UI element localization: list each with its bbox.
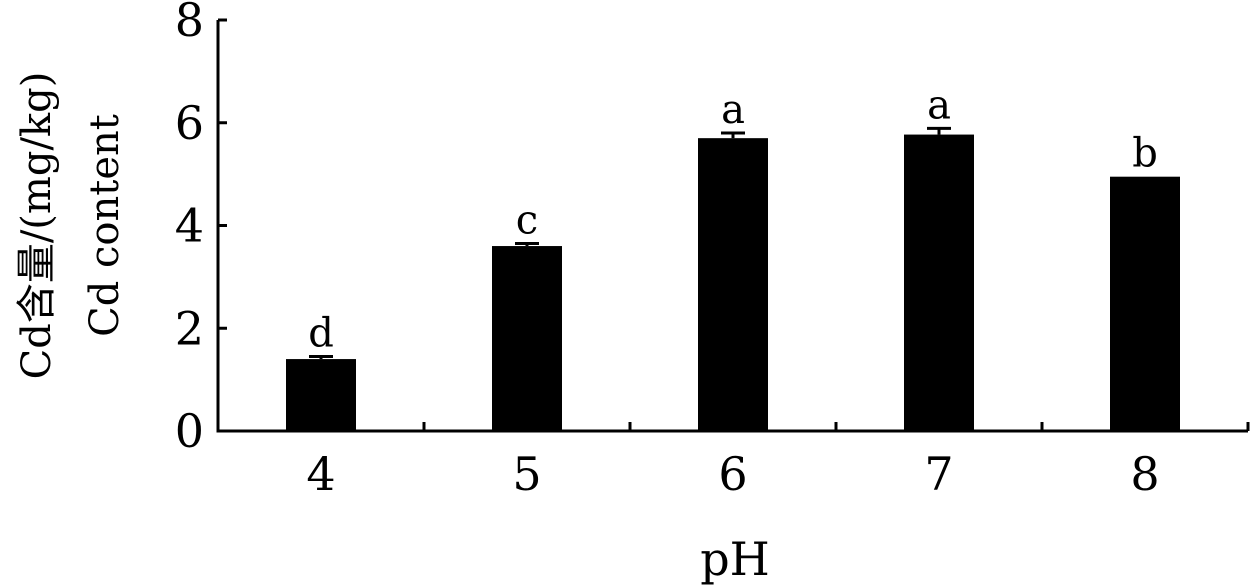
x-tick-label: 5 (512, 447, 541, 501)
y-tick-label: 0 (175, 404, 204, 458)
significance-label: c (516, 197, 538, 243)
x-tick-label: 8 (1130, 447, 1159, 501)
y-tick-label: 8 (175, 0, 204, 47)
significance-label: d (308, 311, 334, 357)
y-axis-title-line: Cd含量/(mg/kg) (14, 72, 60, 380)
y-axis: 0 2 4 6 8 (175, 0, 227, 458)
x-tick-label: 6 (718, 447, 747, 501)
bar (698, 138, 768, 431)
x-axis: 4 5 6 7 8 (216, 422, 1250, 501)
significance-label: a (721, 87, 745, 133)
y-axis-title: Cd含量/(mg/kg) Cd content (14, 72, 128, 380)
x-tick-label: 4 (306, 447, 335, 501)
significance-label: a (927, 82, 951, 128)
x-tick-label: 7 (924, 447, 953, 501)
y-tick-label: 4 (175, 199, 204, 253)
bars: d c a a b (286, 82, 1180, 431)
bar (286, 359, 356, 431)
bar (492, 246, 562, 431)
y-tick-label: 6 (175, 96, 204, 150)
y-axis-title-line: Cd content (82, 114, 128, 337)
bar (1110, 176, 1180, 431)
y-tick-label: 2 (175, 301, 204, 355)
significance-label: b (1132, 131, 1158, 177)
x-axis-title: pH (700, 532, 770, 586)
bar (904, 134, 974, 431)
